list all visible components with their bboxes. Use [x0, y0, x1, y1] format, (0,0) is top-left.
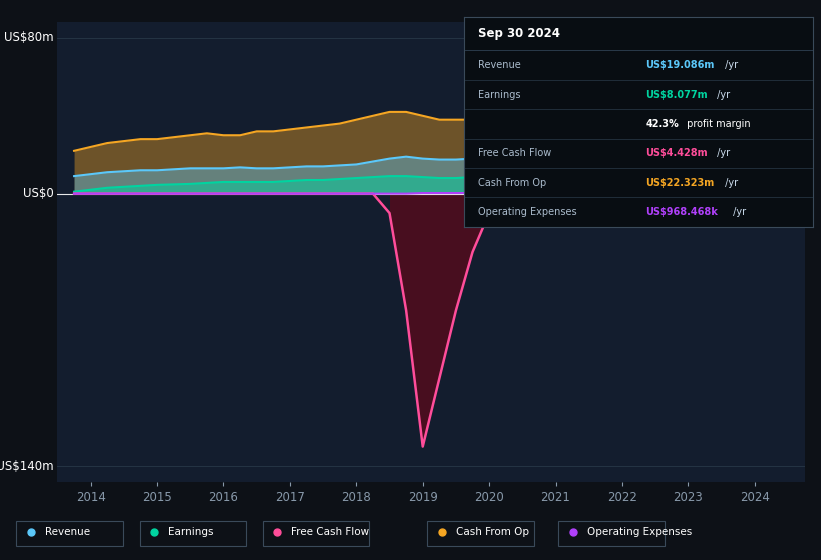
Text: Cash From Op: Cash From Op [456, 527, 529, 537]
Text: Operating Expenses: Operating Expenses [478, 207, 576, 217]
Text: Cash From Op: Cash From Op [478, 178, 546, 188]
Text: Revenue: Revenue [45, 527, 90, 537]
Text: Earnings: Earnings [478, 90, 521, 100]
Text: /yr: /yr [730, 207, 745, 217]
Text: US$8.077m: US$8.077m [645, 90, 708, 100]
Text: Revenue: Revenue [478, 60, 521, 70]
Text: /yr: /yr [722, 178, 738, 188]
Text: US$80m: US$80m [4, 31, 53, 44]
Text: US$19.086m: US$19.086m [645, 60, 715, 70]
Text: /yr: /yr [714, 90, 731, 100]
Text: US$968.468k: US$968.468k [645, 207, 718, 217]
Text: US$4.428m: US$4.428m [645, 148, 708, 158]
Text: Free Cash Flow: Free Cash Flow [478, 148, 551, 158]
Text: US$22.323m: US$22.323m [645, 178, 714, 188]
Text: Earnings: Earnings [168, 527, 213, 537]
Text: Sep 30 2024: Sep 30 2024 [478, 27, 560, 40]
Text: -US$140m: -US$140m [0, 460, 53, 473]
Text: /yr: /yr [722, 60, 738, 70]
Text: 42.3%: 42.3% [645, 119, 679, 129]
Text: profit margin: profit margin [684, 119, 750, 129]
Text: US$0: US$0 [23, 187, 53, 200]
Text: /yr: /yr [714, 148, 731, 158]
Text: Free Cash Flow: Free Cash Flow [291, 527, 369, 537]
Text: Operating Expenses: Operating Expenses [587, 527, 692, 537]
